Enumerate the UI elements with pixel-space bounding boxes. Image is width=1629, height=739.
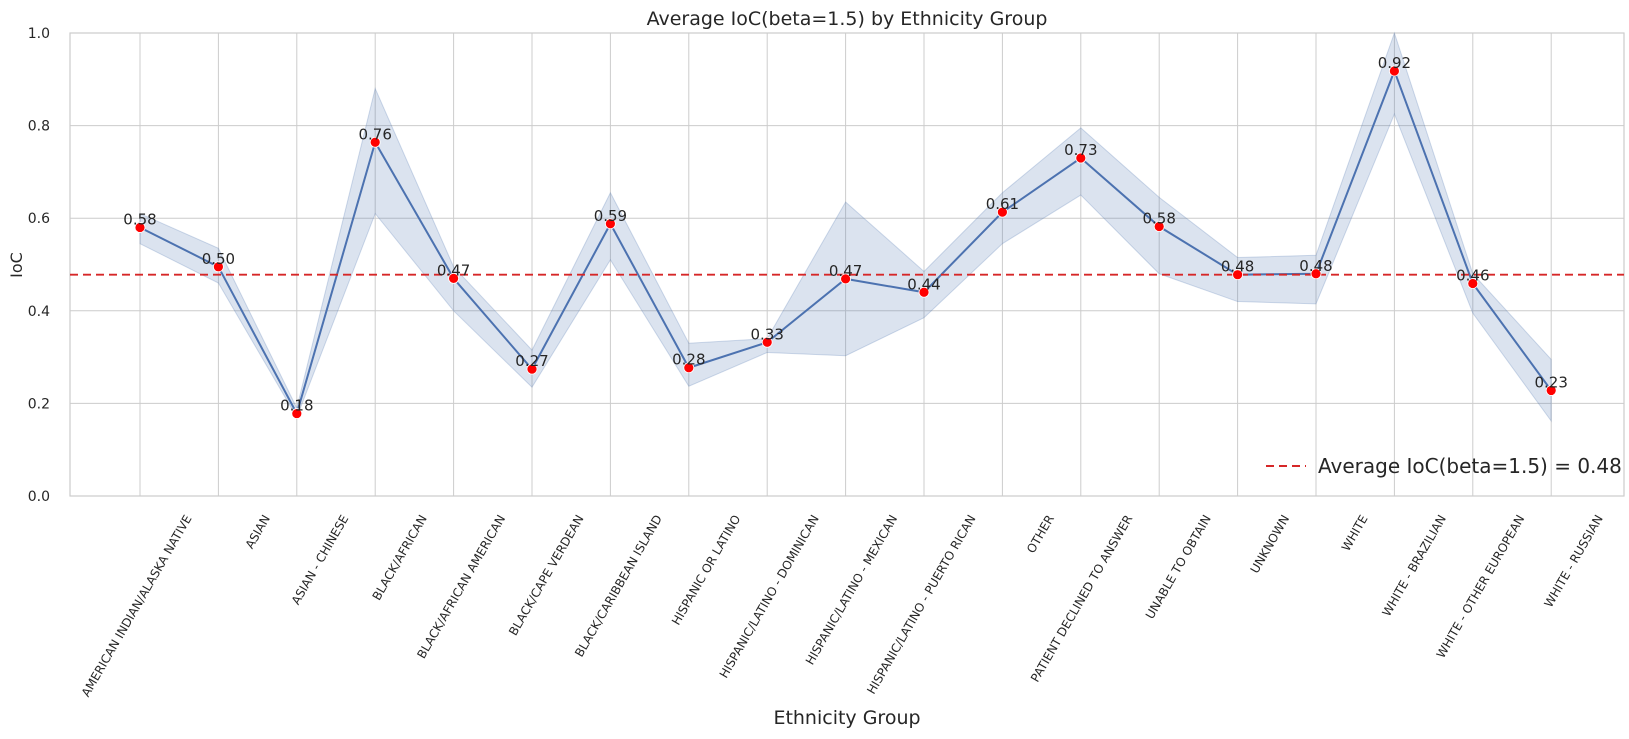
markers — [134, 65, 1557, 419]
chart-title: Average IoC(beta=1.5) by Ethnicity Group — [647, 8, 1048, 30]
y-axis-label: IoC — [7, 252, 26, 278]
data-point — [1545, 385, 1557, 396]
legend: Average IoC(beta=1.5) = 0.48 — [1266, 454, 1622, 478]
data-label: 0.61 — [986, 195, 1019, 213]
data-point — [761, 336, 773, 348]
x-tick-label: AMERICAN INDIAN/ALASKA NATIVE — [79, 513, 195, 700]
y-tick-label: 0.6 — [28, 211, 50, 227]
data-label: 0.48 — [1221, 258, 1254, 276]
data-point — [134, 222, 146, 233]
data-point — [605, 218, 616, 230]
data-label: 0.18 — [280, 397, 313, 415]
data-label: 0.46 — [1456, 266, 1489, 284]
data-label: 0.58 — [1142, 210, 1175, 228]
x-tick-label: UNKNOWN — [1248, 513, 1293, 576]
x-tick-label: BLACK/CAPE VERDEAN — [506, 513, 587, 639]
data-label: 0.47 — [829, 262, 862, 280]
data-point — [1467, 278, 1479, 289]
data-label: 0.23 — [1534, 373, 1567, 391]
data-label: 0.47 — [437, 261, 470, 279]
legend-label: Average IoC(beta=1.5) = 0.48 — [1318, 454, 1622, 478]
data-point — [526, 363, 538, 375]
data-point — [918, 286, 930, 298]
data-label: 0.27 — [515, 352, 548, 370]
x-axis-label: Ethnicity Group — [773, 707, 920, 729]
x-tick-label: UNABLE TO OBTAIN — [1143, 513, 1214, 622]
data-point — [212, 261, 224, 273]
x-tick-label: WHITE — [1339, 513, 1371, 554]
x-tick-labels: AMERICAN INDIAN/ALASKA NATIVE ASIAN ASIAN … — [79, 513, 1606, 700]
x-tick-label: WHITE - BRAZILIAN — [1379, 513, 1449, 619]
x-tick-label: OTHER — [1024, 513, 1057, 556]
data-label: 0.58 — [123, 210, 156, 228]
x-tick-label: WHITE - OTHER EUROPEAN — [1434, 513, 1528, 661]
x-tick-label: ASIAN - CHINESE — [289, 513, 352, 608]
x-tick-label: BLACK/CARIBBEAN ISLAND — [572, 513, 665, 660]
data-point — [1232, 269, 1243, 281]
data-point — [840, 273, 851, 285]
data-label: 0.50 — [202, 250, 235, 268]
y-tick-label: 0.8 — [28, 119, 50, 135]
x-tick-label: WHITE - RUSSIAN — [1541, 513, 1605, 610]
data-point — [1075, 152, 1087, 164]
data-label: 0.76 — [358, 125, 391, 143]
data-point — [369, 136, 381, 148]
y-tick-label: 0.2 — [28, 396, 50, 412]
y-tick-label: 1.0 — [28, 26, 50, 42]
data-label: 0.28 — [672, 351, 705, 369]
data-label: 0.48 — [1299, 257, 1332, 275]
data-label: 0.44 — [907, 275, 940, 293]
data-point — [1389, 65, 1400, 77]
data-point — [448, 272, 460, 284]
data-label: 0.92 — [1378, 54, 1411, 72]
y-tick-label: 0.4 — [28, 304, 50, 320]
x-tick-label: BLACK/AFRICAN AMERICAN — [414, 513, 508, 662]
x-tick-label: ASIAN — [243, 513, 273, 552]
y-tick-labels: 0.0 0.2 0.4 0.6 0.8 1.0 — [28, 26, 50, 505]
data-label: 0.73 — [1064, 141, 1097, 159]
x-tick-label: HISPANIC OR LATINO — [669, 513, 743, 628]
data-point — [1310, 268, 1322, 280]
data-labels: 0.58 0.50 0.18 0.76 0.47 0.27 0.59 0.28 0.33 0.47… — [123, 54, 1568, 415]
data-label: 0.33 — [750, 325, 783, 343]
data-point — [291, 408, 303, 419]
data-point — [1153, 221, 1165, 232]
plot-frame — [69, 32, 1625, 497]
data-point — [683, 362, 695, 374]
x-tick-label: BLACK/AFRICAN — [370, 513, 430, 603]
data-label: 0.59 — [594, 207, 627, 225]
y-tick-label: 0.0 — [28, 489, 50, 505]
x-tick-label: HISPANIC/LATINO - MEXICAN — [803, 513, 900, 668]
data-point — [997, 206, 1008, 218]
